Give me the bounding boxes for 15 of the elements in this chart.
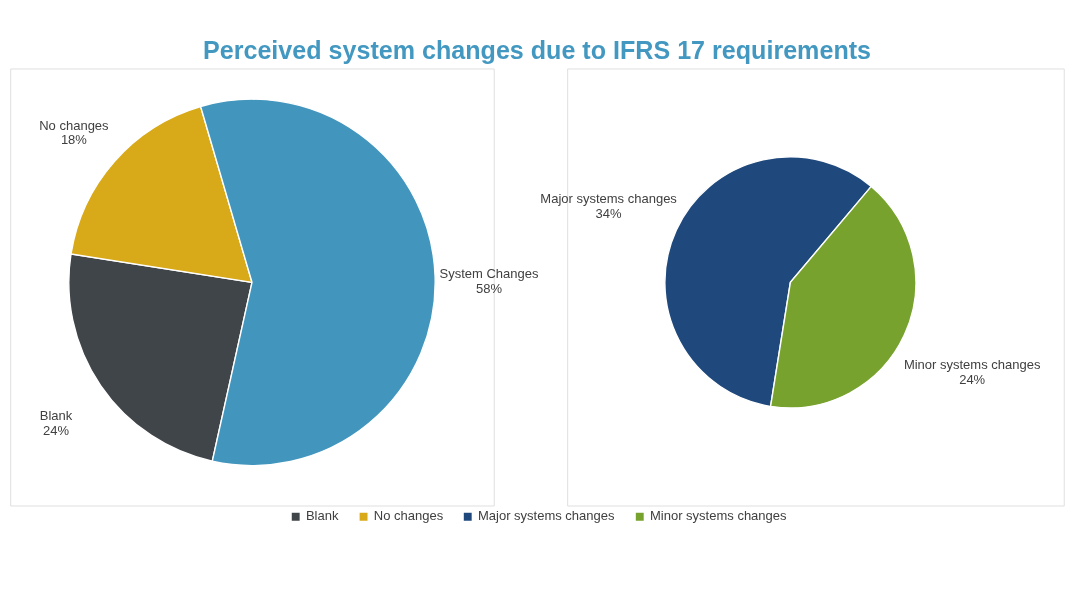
legend-label: Major systems changes (477, 508, 615, 524)
slice-label: Blank (39, 407, 73, 423)
legend-label: No changes (373, 508, 444, 524)
slice-label: No changes (39, 117, 110, 133)
data-label: 18% (60, 132, 88, 148)
data-label: 24% (43, 422, 70, 438)
legend-label: Blank (305, 508, 339, 524)
data-label: 58% (475, 281, 503, 297)
chart-title: Perceived system changes due to IFRS 17 requirements (202, 35, 872, 64)
slice-label: Major systems changes (540, 190, 678, 206)
data-label: 34% (595, 205, 623, 221)
slice-label: Minor systems changes (903, 357, 1041, 373)
slice-label: System Changes (439, 266, 539, 282)
legend-label: Minor systems changes (649, 508, 788, 524)
data-label: 24% (959, 372, 986, 388)
